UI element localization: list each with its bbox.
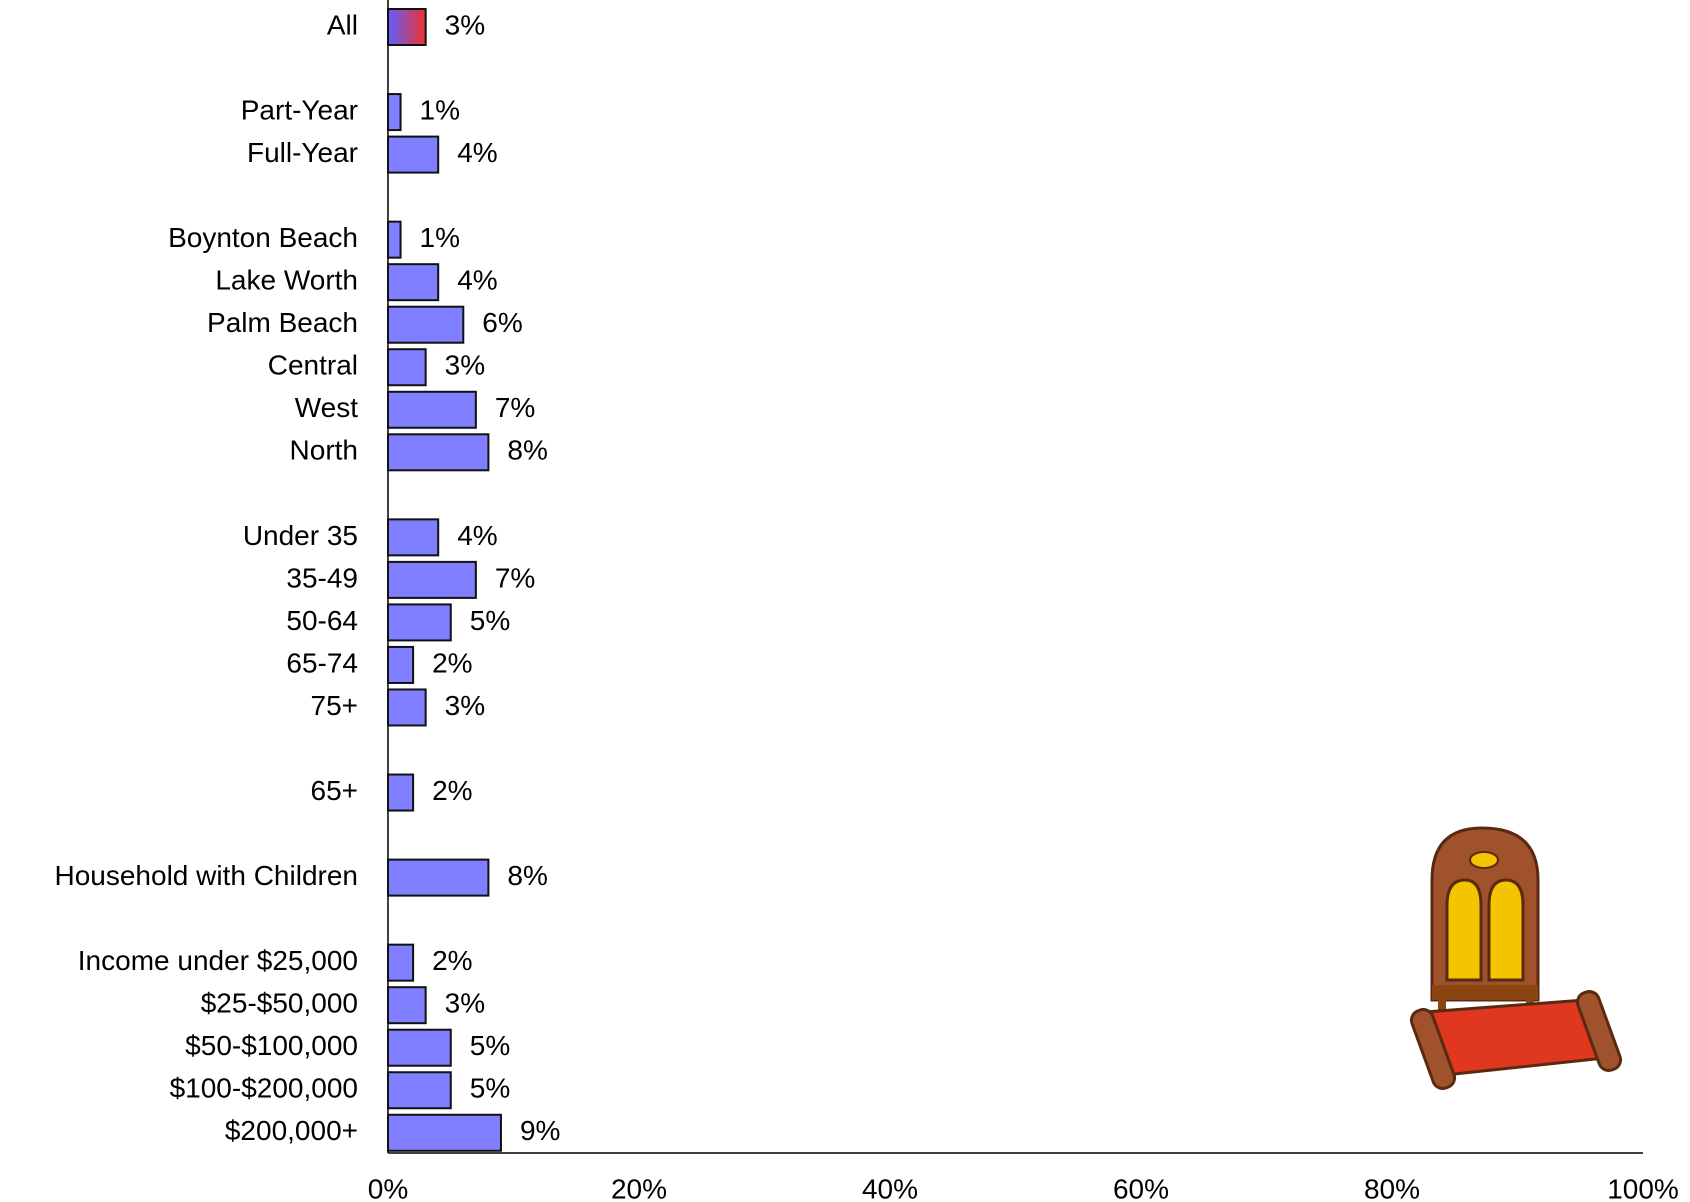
y-tick-label: Central [268, 350, 358, 381]
y-tick-label: Boynton Beach [168, 222, 358, 253]
value-label: 3% [445, 350, 485, 381]
y-tick-label: $100-$200,000 [170, 1073, 358, 1104]
y-tick-label: $50-$100,000 [185, 1030, 358, 1061]
illustration [1409, 826, 1623, 1090]
bar [387, 1071, 452, 1110]
value-label: 8% [507, 860, 547, 891]
value-label: 7% [495, 392, 535, 423]
y-tick-label: Part-Year [241, 94, 358, 125]
value-label: 2% [432, 647, 472, 678]
bar [387, 518, 440, 557]
bar [387, 305, 465, 344]
y-tick-label: Lake Worth [215, 265, 358, 296]
bar [387, 986, 427, 1025]
y-tick-label: 65+ [311, 775, 359, 806]
y-tick-label: 75+ [311, 690, 359, 721]
x-tick-label: 40% [862, 1173, 918, 1202]
x-tick-label: 20% [611, 1173, 667, 1202]
value-label: 3% [445, 9, 485, 40]
bar [387, 93, 402, 132]
y-tick-label: West [295, 392, 358, 423]
value-label: 5% [470, 1030, 510, 1061]
value-label: 1% [420, 222, 460, 253]
value-label: 4% [457, 137, 497, 168]
value-label: 7% [495, 562, 535, 593]
bar [387, 943, 415, 982]
bar [387, 560, 477, 599]
y-tick-label: Palm Beach [207, 307, 358, 338]
x-tick-label: 80% [1364, 1173, 1420, 1202]
y-tick-label: $25-$50,000 [201, 988, 358, 1019]
bar [387, 645, 415, 684]
value-label: 9% [520, 1115, 560, 1146]
x-tick-label: 60% [1113, 1173, 1169, 1202]
bar [387, 220, 402, 259]
bar [387, 773, 415, 812]
x-tick-label: 100% [1607, 1173, 1679, 1202]
y-tick-label: Full-Year [247, 137, 358, 168]
value-label: 5% [470, 605, 510, 636]
value-label: 2% [432, 945, 472, 976]
bar [387, 1028, 452, 1067]
value-label: 5% [470, 1073, 510, 1104]
bar [387, 348, 427, 387]
bar [387, 1113, 502, 1152]
bar [387, 8, 427, 46]
bar [387, 135, 440, 174]
y-tick-label: $200,000+ [225, 1115, 358, 1146]
y-tick-label: All [327, 9, 358, 40]
y-tick-label: 50-64 [286, 605, 358, 636]
y-tick-label: 65-74 [286, 647, 358, 678]
bar [387, 263, 440, 302]
value-label: 3% [445, 690, 485, 721]
bar [387, 858, 490, 897]
x-tick-label: 0% [368, 1173, 408, 1202]
value-label: 2% [432, 775, 472, 806]
bar [387, 688, 427, 727]
bar [387, 603, 452, 642]
bar [387, 390, 477, 429]
y-tick-label: Under 35 [243, 520, 358, 551]
value-label: 3% [445, 988, 485, 1019]
value-label: 8% [507, 435, 547, 466]
y-tick-label: North [290, 435, 358, 466]
bar [387, 433, 490, 472]
value-label: 6% [482, 307, 522, 338]
y-tick-label: Household with Children [54, 860, 358, 891]
y-tick-label: Income under $25,000 [78, 945, 358, 976]
value-label: 4% [457, 520, 497, 551]
value-label: 1% [420, 94, 460, 125]
y-tick-label: 35-49 [286, 562, 358, 593]
value-label: 4% [457, 265, 497, 296]
